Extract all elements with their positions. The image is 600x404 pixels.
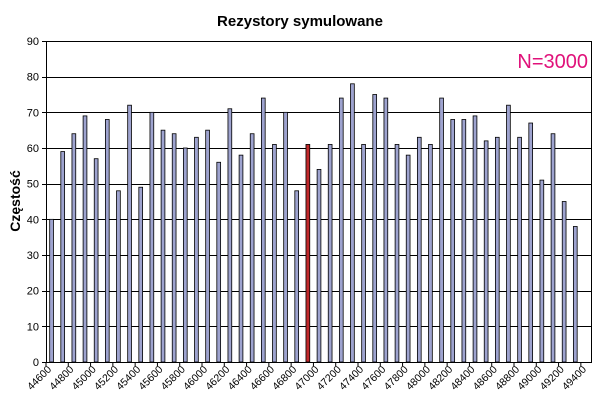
bar: [338, 97, 344, 363]
x-tick-label: 47600: [359, 364, 388, 393]
x-tick-label: 48000: [404, 364, 433, 393]
x-tick-label: 48600: [471, 364, 500, 393]
bar: [149, 111, 155, 363]
y-tick-label: 80: [27, 72, 39, 84]
y-tick-label: 30: [27, 250, 39, 262]
chart-title: Rezystory symulowane: [217, 13, 383, 30]
y-tick-label: 10: [27, 321, 39, 333]
x-tick-label: 45600: [136, 364, 165, 393]
bar: [171, 133, 177, 363]
bar: [138, 186, 144, 363]
bar: [316, 168, 322, 363]
x-tick-label: 46800: [270, 364, 299, 393]
bar: [238, 154, 244, 363]
x-tick-label: 45200: [92, 364, 121, 393]
bar: [350, 83, 355, 363]
x-tick-label: 47200: [315, 364, 344, 393]
x-tick-label: 45800: [159, 364, 188, 393]
bar: [249, 133, 255, 363]
bar: [450, 119, 456, 363]
x-tick-label: 48800: [493, 364, 522, 393]
y-tick-label: 50: [27, 179, 39, 191]
y-tick-label: 20: [27, 286, 39, 298]
bars: [49, 83, 578, 363]
bar: [416, 136, 422, 363]
bar: [60, 151, 66, 363]
bar: [572, 226, 578, 363]
y-tick-label: 0: [33, 357, 39, 369]
bar: [327, 144, 333, 363]
y-tick-labels: 0 10 20 30 40 50 60 70 80 90: [27, 36, 39, 369]
bar: [372, 94, 378, 363]
bar: [283, 111, 288, 363]
y-axis-label: Częstość: [7, 170, 23, 232]
x-tick-label: 48200: [426, 364, 455, 393]
bar: [383, 97, 389, 363]
bar: [227, 108, 233, 363]
axes: [42, 41, 592, 366]
x-tick-labels: 4460044800450004520045400456004580046000…: [25, 364, 589, 393]
x-tick-label: 49200: [538, 364, 567, 393]
y-tick-label: 90: [27, 36, 39, 48]
bar: [439, 97, 444, 363]
bar: [483, 140, 489, 363]
bar: [428, 144, 433, 363]
bar: [205, 129, 210, 363]
x-tick-label: 47800: [382, 364, 411, 393]
y-tick-label: 60: [27, 143, 39, 155]
bar: [561, 201, 567, 363]
bar: [550, 133, 556, 363]
bar: [539, 179, 545, 363]
x-tick-label: 48400: [448, 364, 477, 393]
bar: [160, 129, 166, 363]
bar: [405, 154, 411, 363]
x-tick-label: 44800: [47, 364, 76, 393]
x-tick-label: 45000: [70, 364, 99, 393]
bar: [182, 147, 188, 363]
x-tick-label: 49000: [515, 364, 544, 393]
x-tick-label: 46400: [226, 364, 255, 393]
x-tick-label: 47000: [292, 364, 321, 393]
bar: [127, 104, 132, 363]
bar: [260, 97, 266, 363]
bar: [394, 144, 400, 363]
x-tick-label: 49400: [560, 364, 589, 393]
bar: [216, 161, 222, 363]
bar-highlighted: [305, 144, 311, 363]
x-tick-label: 46600: [248, 364, 277, 393]
bar: [93, 158, 99, 363]
bar: [361, 144, 366, 363]
bar: [194, 136, 199, 363]
bar: [272, 144, 277, 363]
bar: [116, 190, 121, 363]
bar: [461, 119, 467, 363]
bar: [71, 133, 77, 363]
x-tick-label: 46000: [181, 364, 210, 393]
bar: [49, 218, 54, 363]
bar: [528, 122, 534, 363]
x-tick-label: 46200: [203, 364, 232, 393]
x-tick-label: 44600: [25, 364, 54, 393]
bar: [472, 115, 478, 363]
bar: [104, 119, 110, 363]
bar: [494, 136, 500, 363]
y-tick-label: 40: [27, 214, 39, 226]
bar: [294, 190, 300, 363]
x-tick-label: 45400: [114, 364, 143, 393]
x-tick-label: 47400: [337, 364, 366, 393]
bar: [517, 136, 522, 363]
bar: [82, 115, 88, 363]
bar: [506, 104, 511, 363]
sample-size-annotation: N=3000: [517, 51, 588, 73]
y-tick-label: 70: [27, 107, 39, 119]
